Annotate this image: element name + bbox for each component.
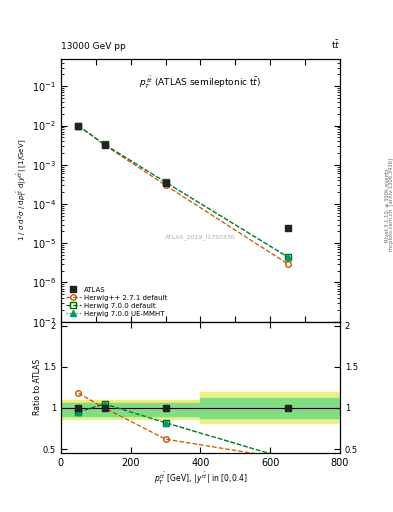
X-axis label: $p_T^{t\bar{t}\,}$ [GeV], $|y^{t\bar{t}\,}|$ in [0,0.4]: $p_T^{t\bar{t}\,}$ [GeV], $|y^{t\bar{t}\… <box>154 471 247 487</box>
Text: Rivet 3.1.10, ≥ 300k events: Rivet 3.1.10, ≥ 300k events <box>385 168 389 242</box>
Y-axis label: 1 / $\sigma$ d$^2\sigma$ / d$p_T^{t\bar{t}\,}$ d$|y^{t\bar{t}\,}|$ [1/GeV]: 1 / $\sigma$ d$^2\sigma$ / d$p_T^{t\bar{… <box>17 139 31 241</box>
Text: t$\bar{t}$: t$\bar{t}$ <box>331 38 340 51</box>
Y-axis label: Ratio to ATLAS: Ratio to ATLAS <box>33 359 42 415</box>
Text: $p_T^{\,t\bar{t}}$ (ATLAS semileptonic t$\bar{t}$): $p_T^{\,t\bar{t}}$ (ATLAS semileptonic t… <box>140 75 261 91</box>
Text: 13000 GeV pp: 13000 GeV pp <box>61 42 126 51</box>
Text: mcplots.cern.ch  [arXiv:1306.3436]: mcplots.cern.ch [arXiv:1306.3436] <box>389 158 393 251</box>
Legend: ATLAS, Herwig++ 2.7.1 default, Herwig 7.0.0 default, Herwig 7.0.0 UE-MMHT: ATLAS, Herwig++ 2.7.1 default, Herwig 7.… <box>64 285 169 318</box>
Text: ATLAS_2019_I1750330: ATLAS_2019_I1750330 <box>165 235 236 241</box>
